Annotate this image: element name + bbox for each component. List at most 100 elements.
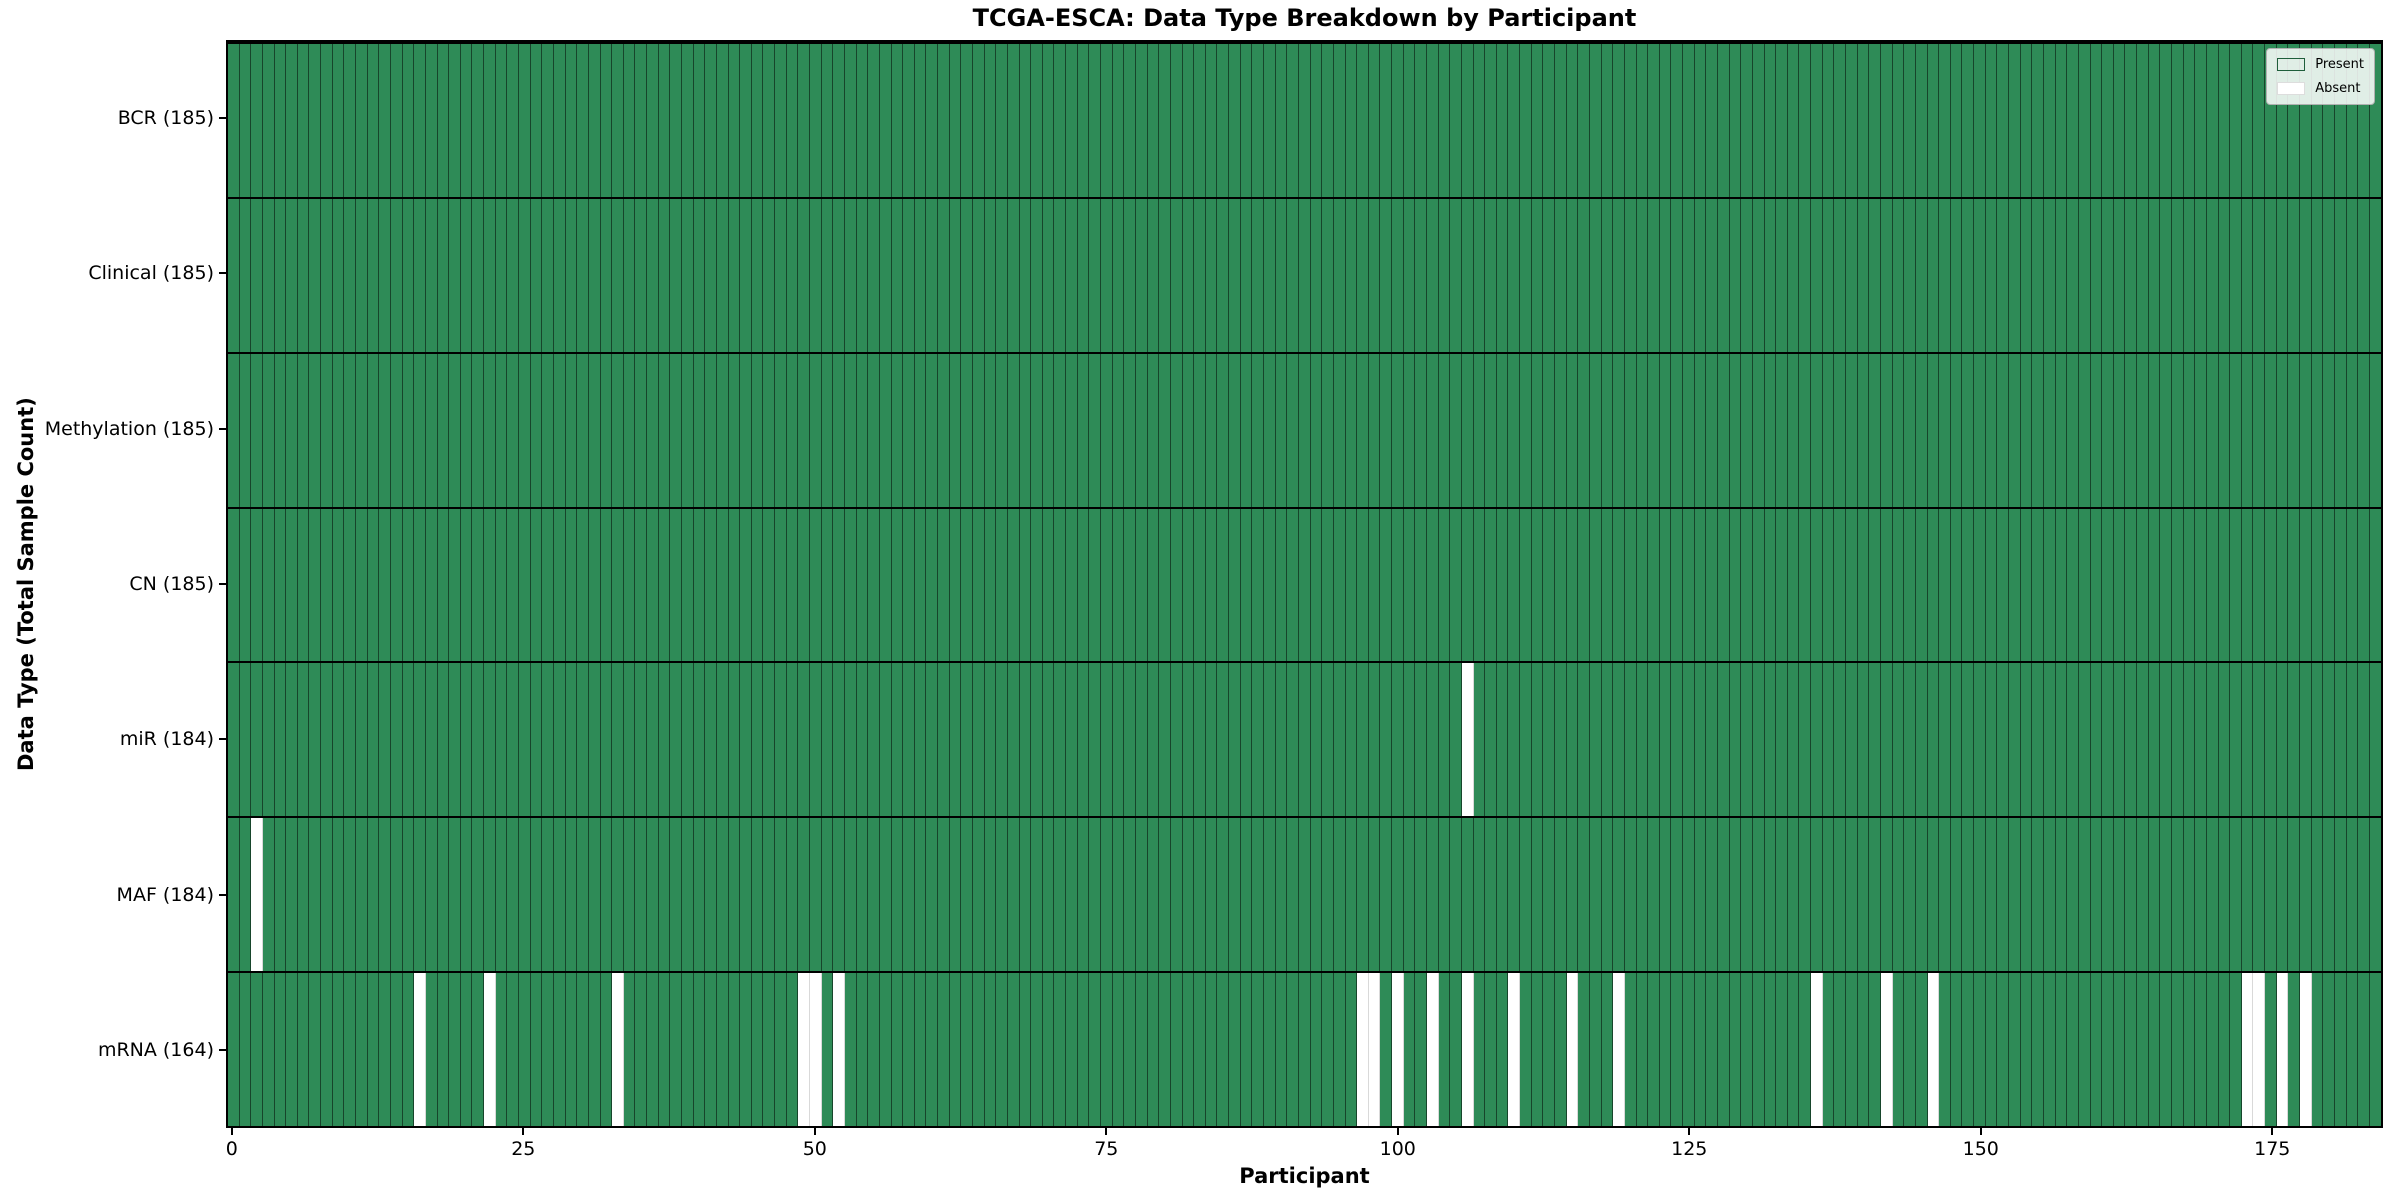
cell-present: [1869, 44, 1881, 197]
cell-present: [798, 44, 811, 197]
cell-present: [879, 198, 892, 352]
cell-present: [1182, 973, 1195, 1127]
cell-present: [2311, 663, 2324, 817]
cell-present: [1275, 663, 1288, 817]
cell-present: [2300, 44, 2312, 197]
cell-present: [1264, 818, 1276, 972]
y-tick-mark: [219, 427, 226, 430]
cell-present: [2032, 44, 2044, 197]
cell-present: [1706, 198, 1718, 352]
cell-present: [1811, 508, 1823, 662]
cell-present: [1834, 44, 1847, 197]
cell-present: [1811, 198, 1823, 352]
cell-present: [635, 508, 648, 662]
cell-present: [553, 508, 566, 662]
cell-present: [1124, 508, 1136, 662]
cell-present: [903, 973, 915, 1127]
cell-present: [1822, 663, 1835, 817]
cell-present: [1042, 198, 1055, 352]
cell-present: [1601, 353, 1614, 507]
cell-present: [2230, 44, 2242, 197]
cell-present: [1892, 663, 1905, 817]
cell-present: [1240, 973, 1253, 1127]
legend-item-present: Present: [2277, 57, 2364, 72]
cell-present: [1322, 44, 1334, 197]
cell-present: [2218, 973, 2231, 1127]
data-type-row-clinical: [228, 196, 2381, 352]
cell-present: [938, 44, 950, 197]
cell-present: [1834, 818, 1847, 972]
cell-present: [542, 818, 554, 972]
cell-present: [949, 353, 962, 507]
cell-present: [1101, 198, 1113, 352]
cell-present: [460, 353, 473, 507]
cell-present: [1729, 663, 1742, 817]
cell-present: [844, 818, 857, 972]
cell-present: [1822, 44, 1835, 197]
cell-present: [460, 198, 473, 352]
cell-present: [763, 973, 776, 1127]
cell-present: [2300, 818, 2312, 972]
cell-present: [1904, 973, 1916, 1127]
cell-present: [1007, 353, 1020, 507]
cell-present: [309, 508, 322, 662]
x-tick-mark: [230, 1128, 233, 1135]
cell-present: [1322, 663, 1334, 817]
cell-present: [1974, 818, 1986, 972]
cell-present: [1089, 353, 1102, 507]
cell-present: [1415, 663, 1427, 817]
cell-present: [1380, 353, 1393, 507]
cell-present: [1368, 508, 1381, 662]
cell-present: [1787, 663, 1800, 817]
cell-present: [984, 44, 997, 197]
cell-present: [1997, 508, 2010, 662]
cell-present: [1194, 198, 1206, 352]
cell-present: [2369, 353, 2381, 507]
cell-present: [973, 508, 985, 662]
cell-present: [2300, 663, 2312, 817]
cell-present: [763, 353, 776, 507]
cell-present: [1298, 198, 1311, 352]
cell-present: [1275, 198, 1288, 352]
cell-present: [530, 818, 543, 972]
cell-absent: [1461, 973, 1474, 1127]
cell-present: [1031, 973, 1043, 1127]
cell-present: [1182, 44, 1195, 197]
cell-present: [251, 198, 263, 352]
cell-present: [1846, 973, 1858, 1127]
data-type-row-methylation: [228, 351, 2381, 507]
cell-present: [588, 973, 601, 1127]
cell-present: [1229, 973, 1241, 1127]
cell-present: [1776, 663, 1788, 817]
cell-present: [786, 353, 799, 507]
cell-present: [658, 973, 671, 1127]
cell-present: [1147, 973, 1160, 1127]
cell-present: [495, 198, 508, 352]
cell-present: [2125, 353, 2138, 507]
cell-present: [693, 663, 706, 817]
cell-present: [2265, 353, 2277, 507]
cell-present: [623, 198, 636, 352]
cell-present: [798, 198, 811, 352]
cell-present: [1450, 508, 1462, 662]
cell-present: [286, 663, 298, 817]
cell-present: [379, 44, 391, 197]
cell-present: [2206, 818, 2219, 972]
cell-present: [1229, 44, 1241, 197]
cell-present: [1927, 353, 1940, 507]
cell-present: [786, 44, 799, 197]
cell-present: [1531, 353, 1544, 507]
cell-present: [1101, 973, 1113, 1127]
cell-present: [1380, 973, 1393, 1127]
cell-present: [390, 508, 403, 662]
cell-present: [1613, 508, 1625, 662]
cell-present: [1077, 44, 1090, 197]
cell-present: [1834, 973, 1847, 1127]
cell-present: [1578, 198, 1590, 352]
cell-present: [2346, 198, 2359, 352]
cell-present: [1229, 353, 1241, 507]
cell-present: [1124, 353, 1136, 507]
cell-present: [1182, 198, 1195, 352]
cell-present: [1205, 973, 1218, 1127]
cell-present: [903, 353, 915, 507]
